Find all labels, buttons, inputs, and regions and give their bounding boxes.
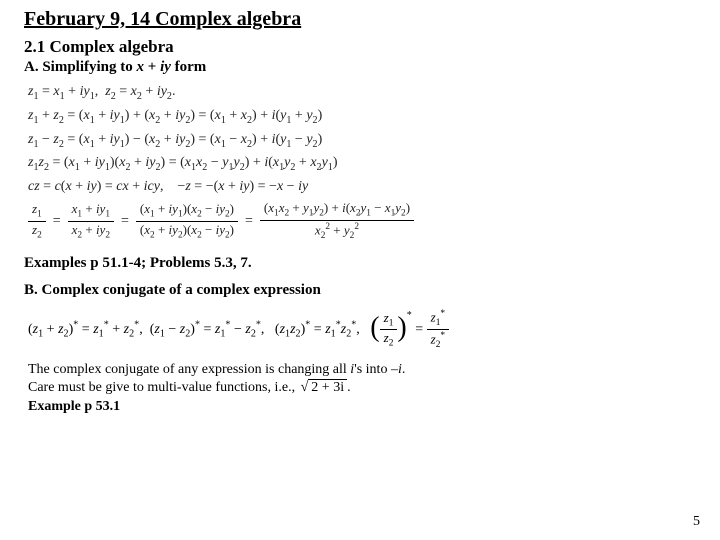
math-line-div: z1 z2 = x1 + iy1 x2 + iy2 = (x1 + iy1)(x… (28, 201, 696, 241)
section-a-prefix: A. Simplifying to (24, 59, 137, 75)
section-b-heading: B. Complex conjugate of a complex expres… (24, 282, 696, 299)
math-line-sub: z1 − z2 = (x1 + iy1) − (x2 + iy2) = (x1 … (28, 132, 696, 150)
frac-result: (x1x2 + y1y2) + i(x2y1 − x1y2) x22 + y22 (260, 201, 414, 241)
body-line-1: The complex conjugate of any expression … (28, 361, 696, 379)
math-block: z1 = x1 + iy1, z2 = x2 + iy2. z1 + z2 = … (24, 84, 696, 241)
example-p53: Example p 53.1 (28, 399, 696, 415)
body1-b: 's into – (354, 362, 398, 377)
math-line-scalar: cz = c(x + iy) = cx + icy, −z = −(x + iy… (28, 179, 696, 195)
frac-step1: x1 + iy1 x2 + iy2 (68, 202, 114, 241)
page-number: 5 (693, 514, 700, 530)
examples-line: Examples p 51.1-4; Problems 5.3, 7. (24, 255, 696, 272)
frac-conj-left: z1 z2 (380, 311, 398, 350)
frac-z1z2: z1 z2 (28, 202, 46, 241)
section-a-mid: + (144, 59, 160, 75)
page-title: February 9, 14 Complex algebra (24, 8, 696, 31)
body2-a: Care must be give to multi-value functio… (28, 380, 299, 395)
body1-c: . (402, 362, 406, 377)
body-line-2: Care must be give to multi-value functio… (28, 379, 696, 397)
section-a-suffix: form (171, 59, 206, 75)
math-line-add: z1 + z2 = (x1 + iy1) + (x2 + iy2) = (x1 … (28, 108, 696, 126)
math-line-mul: z1z2 = (x1 + iy1)(x2 + iy2) = (x1x2 − y1… (28, 155, 696, 173)
body2-b: . (347, 380, 351, 395)
sqrt-icon: √2 + 3i (299, 379, 347, 397)
section-subtitle: 2.1 Complex algebra (24, 37, 696, 57)
frac-conj-right: z1* z2* (427, 309, 449, 350)
frac-step2: (x1 + iy1)(x2 − iy2) (x2 + iy2)(x2 − iy2… (136, 202, 238, 241)
math-line-defs: z1 = x1 + iy1, z2 = x2 + iy2. (28, 84, 696, 102)
body1-a: The complex conjugate of any expression … (28, 362, 350, 377)
sqrt-radicand: 2 + 3i (308, 379, 347, 395)
conjugate-identities: (z1 + z2)* = z1* + z2*, (z1 − z2)* = z1*… (28, 309, 696, 350)
section-a-var-x: x (137, 59, 145, 75)
section-a-heading: A. Simplifying to x + iy form (24, 59, 696, 76)
section-a-var-iy: iy (160, 59, 171, 75)
